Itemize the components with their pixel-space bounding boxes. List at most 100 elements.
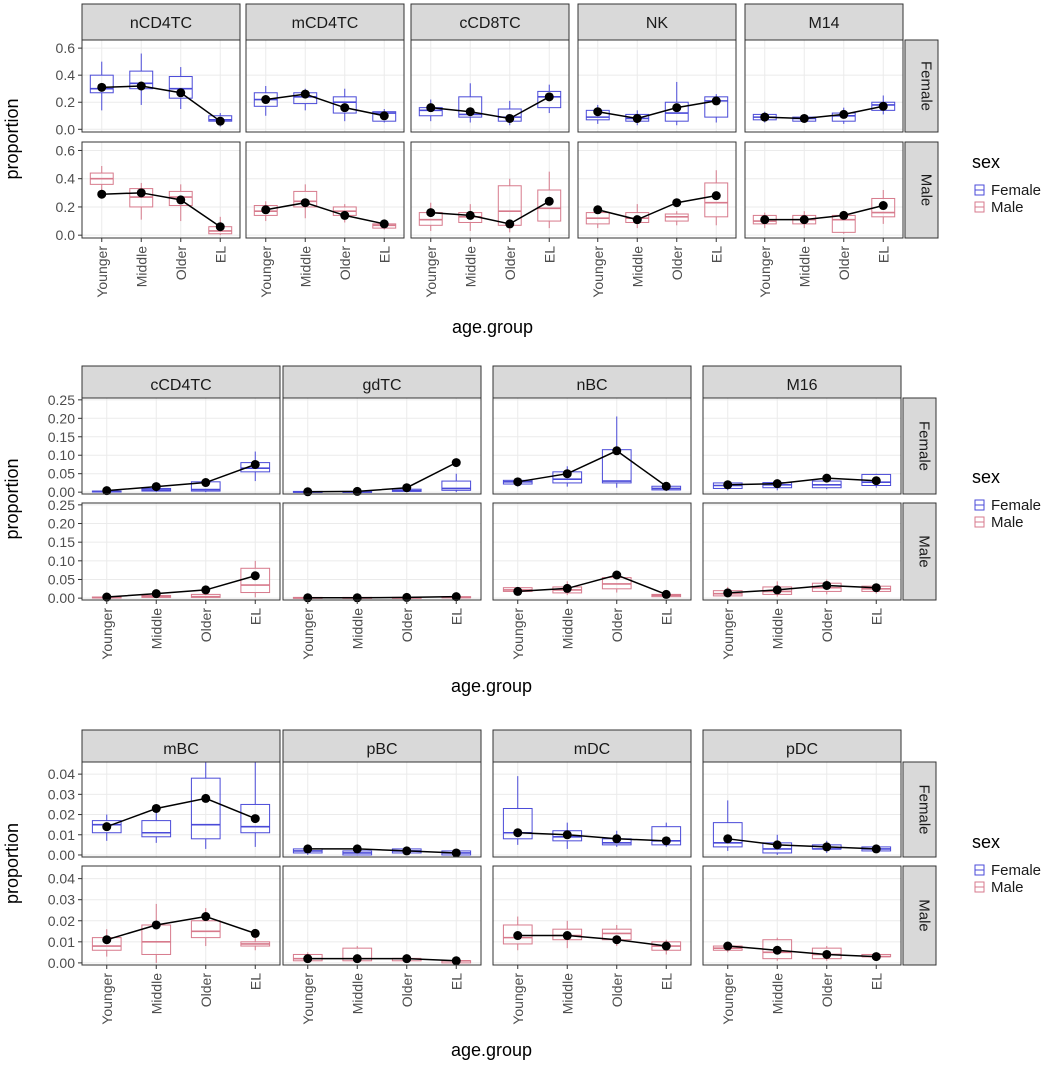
panel-background <box>493 503 691 600</box>
x-tick-label: EL <box>658 973 674 990</box>
mean-point-older <box>822 842 832 852</box>
x-tick-label: Older <box>819 973 835 1008</box>
mean-line-mBC-female <box>106 797 256 828</box>
x-tick-label: EL <box>541 246 557 263</box>
mean-line-mCD4TC-male <box>265 201 385 225</box>
y-tick-label: 0.00 <box>48 484 75 500</box>
mean-line-M14-male <box>764 204 884 221</box>
subpanel-M14-female <box>744 39 904 133</box>
x-tick-label: Older <box>399 608 415 643</box>
row-strip-male: Male <box>902 502 937 601</box>
panel-border <box>245 39 405 133</box>
x-tick-label: EL <box>868 608 884 625</box>
panel-background <box>411 40 569 132</box>
subpanel-mBC-male: 0.00 0.01 0.02 0.03 0.04 Younger Middle Older EL <box>48 865 281 1025</box>
box-iqr <box>502 807 533 840</box>
box-iqr <box>441 480 472 491</box>
subpanel-cCD8TC-female <box>410 39 570 133</box>
panel-border <box>492 502 692 601</box>
panel-border <box>702 397 902 495</box>
box-iqr <box>91 820 122 834</box>
box-iqr <box>141 820 172 838</box>
strip-label-pDC: pDC <box>786 741 818 758</box>
legend-title: sex <box>972 832 1000 852</box>
x-tick-label: EL <box>448 973 464 990</box>
mean-point-middle <box>772 479 782 489</box>
row-strip-female: Female <box>902 397 937 495</box>
mean-line-nCD4TC-male <box>101 192 221 228</box>
x-tick-label: Younger <box>99 608 115 660</box>
row-strip-label: Male <box>918 174 935 207</box>
box-iqr <box>89 74 114 94</box>
subpanel-pBC-male: Younger Middle Older EL <box>282 865 482 1025</box>
panel-nCD4TC: nCD4TC 0.0 0.2 0.4 0.6 0.0 0.2 0.4 0.6 Younger Mid… <box>56 3 241 298</box>
panel-border <box>492 761 692 858</box>
x-tick-label: Younger <box>720 608 736 660</box>
y-tick-label: 0.4 <box>56 171 76 187</box>
panel-background <box>283 398 481 494</box>
subpanel-nCD4TC-male: 0.0 0.2 0.4 0.6 Younger Middle Older EL <box>56 141 241 298</box>
subpanel-mDC-male: Younger Middle Older EL <box>492 865 692 1025</box>
strip-mBC <box>81 729 281 767</box>
mean-point-older <box>612 570 622 580</box>
mean-line-nBC-female <box>517 449 667 487</box>
mean-point-older <box>176 195 186 205</box>
mean-point-middle <box>300 198 310 208</box>
strip-M14 <box>744 3 904 41</box>
mean-point-el <box>871 844 881 854</box>
mean-point-younger <box>513 828 523 838</box>
panel-border <box>81 865 281 966</box>
x-tick-label: Middle <box>559 608 575 649</box>
x-tick-label: Younger <box>757 246 773 298</box>
row-strip-label: Female <box>916 784 933 834</box>
mean-point-older <box>402 954 412 964</box>
box-iqr <box>537 189 562 222</box>
y-tick-label: 0.03 <box>48 786 75 802</box>
mean-point-el <box>250 928 260 938</box>
panel-border <box>492 865 692 966</box>
legend-label: Female <box>991 497 1041 514</box>
mean-point-middle <box>632 113 642 123</box>
x-tick-label: Older <box>836 246 852 281</box>
x-tick-label: Older <box>337 246 353 281</box>
mean-point-el <box>878 201 888 211</box>
y-axis-title: proportion <box>2 458 22 539</box>
subpanel-mBC-female: 0.00 0.01 0.02 0.03 0.04 <box>48 761 281 863</box>
subpanel-cCD4TC-male: 0.00 0.05 0.10 0.15 0.20 0.25 Younger Middle Old… <box>48 497 281 660</box>
mean-point-el <box>871 476 881 486</box>
mean-point-el <box>250 571 260 581</box>
y-tick-label: 0.05 <box>48 466 75 482</box>
y-tick-label: 0.20 <box>48 516 75 532</box>
panel-mCD4TC: mCD4TC Younger Middle Older EL <box>245 3 405 298</box>
mean-point-middle <box>300 89 310 99</box>
mean-line-M14-female <box>764 105 884 120</box>
mean-point-el <box>544 196 554 206</box>
mean-point-younger <box>723 941 733 951</box>
mean-point-el <box>250 814 260 824</box>
panel-NK: NK Younger Middle Older EL <box>577 3 737 298</box>
x-tick-label: EL <box>708 246 724 263</box>
y-tick-label: 0.02 <box>48 807 75 823</box>
mean-point-younger <box>261 95 271 105</box>
panel-border <box>492 397 692 495</box>
subpanel-nBC-female <box>492 397 692 495</box>
panel-border <box>410 39 570 133</box>
box-iqr <box>712 822 743 848</box>
mean-line-mBC-male <box>106 915 256 941</box>
mean-point-el <box>379 219 389 229</box>
mean-point-middle <box>562 583 572 593</box>
panel-cCD8TC: cCD8TC Younger Middle Older EL <box>410 3 570 298</box>
x-tick-label: Middle <box>148 608 164 649</box>
panel-nBC: nBC Younger Middle Older EL <box>492 365 692 660</box>
y-tick-label: 0.03 <box>48 892 75 908</box>
panel-border <box>245 141 405 239</box>
panel-background <box>745 142 903 238</box>
mean-point-older <box>340 210 350 220</box>
mean-point-younger <box>513 586 523 596</box>
x-tick-label: EL <box>875 246 891 263</box>
mean-point-younger <box>723 480 733 490</box>
x-tick-label: Older <box>609 973 625 1008</box>
